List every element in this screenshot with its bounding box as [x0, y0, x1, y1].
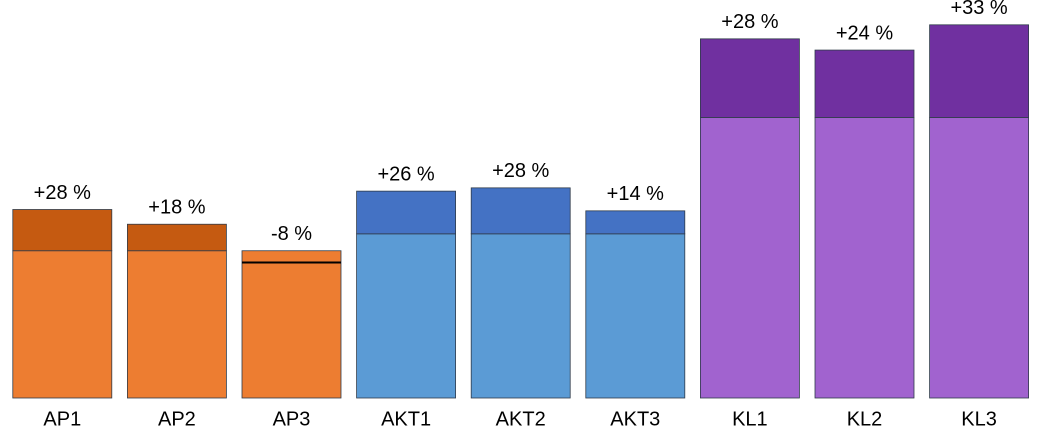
x-tick-label: AKT1 — [381, 408, 431, 430]
value-label: +28 % — [721, 11, 778, 33]
bar-change — [127, 223, 227, 252]
bar-base — [470, 233, 571, 399]
bar-change — [700, 38, 800, 118]
bar-change — [814, 49, 915, 118]
bar-change — [356, 190, 457, 235]
x-tick-label: AKT3 — [610, 408, 660, 430]
x-tick-label: AP2 — [158, 408, 196, 430]
bar-change — [929, 24, 1029, 118]
value-label: -8 % — [271, 223, 312, 245]
x-tick-label: AKT2 — [496, 408, 546, 430]
bar-base — [929, 117, 1029, 399]
x-tick-label: AP3 — [273, 408, 311, 430]
bar-base — [127, 250, 227, 399]
bar-base — [12, 250, 113, 399]
bar-base — [241, 250, 342, 399]
value-label: +24 % — [836, 22, 893, 44]
bar-base — [356, 233, 457, 399]
bar-change — [585, 210, 686, 235]
bar-base — [585, 233, 686, 399]
x-tick-label: KL1 — [732, 408, 768, 430]
bar-change — [12, 209, 113, 252]
x-tick-label: KL3 — [961, 408, 997, 430]
bar-base — [700, 117, 800, 399]
value-label: +14 % — [607, 183, 664, 205]
x-tick-label: KL2 — [847, 408, 883, 430]
bar-base — [814, 117, 915, 399]
value-label: +28 % — [492, 160, 549, 182]
value-label: +26 % — [377, 163, 434, 185]
value-label: +28 % — [34, 182, 91, 204]
value-label: +18 % — [148, 197, 205, 219]
value-label: +33 % — [950, 0, 1007, 19]
x-tick-label: AP1 — [43, 408, 81, 430]
bar-change — [470, 187, 571, 235]
